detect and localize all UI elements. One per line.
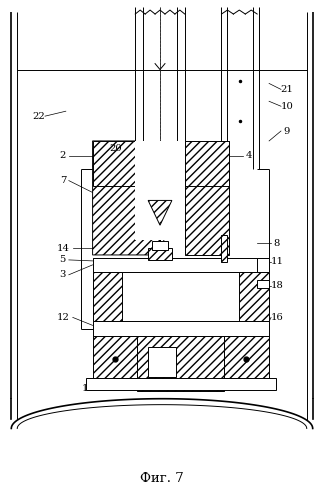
Bar	[152, 241, 168, 250]
Text: 21: 21	[281, 85, 293, 94]
Text: 5: 5	[60, 255, 66, 264]
Text: 2: 2	[60, 151, 66, 160]
Text: 11: 11	[271, 257, 284, 266]
Bar	[93, 336, 137, 378]
Bar	[185, 141, 229, 186]
Text: 7: 7	[60, 176, 66, 185]
Bar	[222, 235, 227, 262]
Bar	[93, 272, 269, 321]
Bar	[257, 280, 269, 287]
Text: 22: 22	[33, 112, 45, 121]
Text: 16: 16	[271, 313, 284, 322]
Bar	[148, 347, 176, 377]
Bar	[257, 258, 269, 272]
Bar	[93, 141, 135, 186]
Text: 8: 8	[274, 239, 280, 248]
Polygon shape	[93, 141, 160, 255]
Polygon shape	[160, 141, 229, 255]
Bar	[93, 272, 122, 321]
Text: 12: 12	[56, 313, 69, 322]
Text: 10: 10	[281, 102, 293, 111]
Bar	[135, 141, 185, 240]
Text: 18: 18	[271, 281, 284, 290]
Polygon shape	[148, 201, 172, 225]
Bar	[93, 258, 269, 272]
Bar	[86, 378, 276, 390]
Text: 20: 20	[109, 144, 122, 153]
Text: 9: 9	[284, 127, 290, 136]
Bar	[148, 248, 172, 260]
Bar	[93, 321, 269, 336]
Bar	[239, 272, 269, 321]
Text: 14: 14	[56, 244, 69, 252]
Text: Фиг. 7: Фиг. 7	[140, 472, 184, 485]
Text: 15: 15	[82, 384, 95, 393]
Bar	[137, 336, 225, 391]
Text: 3: 3	[60, 270, 66, 279]
Bar	[225, 336, 269, 378]
Text: 4: 4	[246, 151, 252, 160]
